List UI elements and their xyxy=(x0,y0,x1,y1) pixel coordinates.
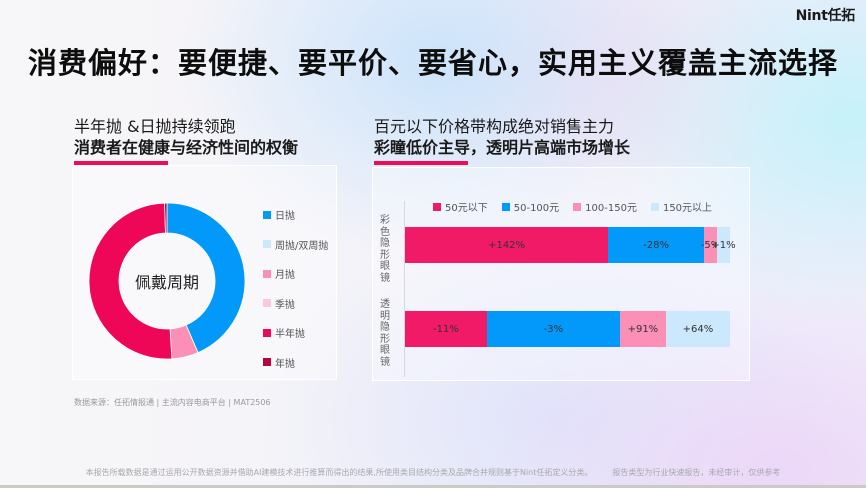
y-axis-line xyxy=(404,201,405,377)
legend-item: 月抛 xyxy=(263,259,328,289)
bar-segment-label: +91% xyxy=(627,323,659,335)
legend-swatch xyxy=(501,202,510,211)
donut-segment xyxy=(166,202,246,354)
left-subheadline: 消费者在健康与经济性间的权衡 xyxy=(74,138,299,157)
legend-label: 周抛/双周抛 xyxy=(275,240,329,252)
data-source-note: 数据来源：任拓情报通 | 主流内容电商平台 | MAT2506 xyxy=(74,398,271,407)
legend-label: 月抛 xyxy=(275,270,295,282)
footer-note: 报告类型为行业快速报告，未经审计，仅供参考 xyxy=(612,468,781,477)
y-label-clear-lens: 透明隐形眼镜 xyxy=(380,299,390,368)
bar-segment: +1% xyxy=(711,227,736,263)
footer: 本报告所载数据是通过运用公开数据资源并借助AI建模技术进行推算而得出的结果,所使… xyxy=(0,467,866,478)
right-section-header: 百元以下价格带构成绝对销售主力 彩瞳低价主导，透明片高端市场增长 xyxy=(374,116,630,165)
bar-segment: +64% xyxy=(665,311,730,347)
legend-item: 周抛/双周抛 xyxy=(263,230,328,260)
legend-item: 季抛 xyxy=(263,289,328,319)
donut-segment xyxy=(164,202,168,234)
donut-segment xyxy=(88,202,173,360)
right-headline: 百元以下价格带构成绝对销售主力 xyxy=(374,117,615,136)
page-title: 消费偏好：要便捷、要平价、要省心，实用主义覆盖主流选择 xyxy=(27,46,838,80)
legend-item: 50-100元 xyxy=(501,199,560,214)
legend-item: 年抛 xyxy=(263,348,328,378)
legend-item: 150元以上 xyxy=(650,199,713,214)
legend-item: 50元以下 xyxy=(433,199,488,214)
legend-label: 半年抛 xyxy=(275,329,305,341)
bar-segment: -11% xyxy=(405,311,487,347)
bar-segment: -28% xyxy=(608,227,704,263)
bar-segment: -5% xyxy=(700,227,721,263)
donut-chart-panel: 佩戴周期 日抛周抛/双周抛 月抛季抛半年抛年抛 xyxy=(72,165,337,380)
y-label-colored-lens: 彩色隐形眼镜 xyxy=(380,215,390,284)
left-accent-bar xyxy=(74,161,168,165)
bar-segment-label: -28% xyxy=(643,239,669,251)
stacked-bar-chart-panel: 50元以下 50-100元 100-150元 150元以上 彩色隐形眼镜 透明隐形眼镜… xyxy=(372,167,750,381)
legend-label: 季抛 xyxy=(275,299,295,311)
legend-swatch xyxy=(263,358,271,367)
bar-segment-label: +1% xyxy=(711,239,736,251)
right-subheadline: 彩瞳低价主导，透明片高端市场增长 xyxy=(374,138,631,157)
bar-segment: -3% xyxy=(486,311,620,347)
bar-legend: 50元以下 50-100元 100-150元 150元以上 xyxy=(433,199,726,214)
brand-logo: Nint任拓 xyxy=(795,8,856,24)
legend-swatch xyxy=(263,269,271,278)
legend-label: 100-150元 xyxy=(585,203,637,214)
legend-label: 50-100元 xyxy=(513,203,560,214)
bar-segment: +91% xyxy=(619,311,666,347)
legend-item: 半年抛 xyxy=(263,318,328,348)
bar-segment-label: +142% xyxy=(488,239,526,251)
donut-chart: 佩戴周期 xyxy=(81,195,253,367)
bar-segment-label: -3% xyxy=(543,323,564,335)
bar-segment: +142% xyxy=(405,227,609,263)
left-section-header: 半年抛 &日抛持续领跑 消费者在健康与经济性间的权衡 xyxy=(74,116,298,165)
donut-legend: 日抛周抛/双周抛 月抛季抛半年抛年抛 xyxy=(263,200,328,377)
legend-swatch xyxy=(573,202,582,211)
footer-disclaimer: 本报告所载数据是通过运用公开数据资源并借助AI建模技术进行推算而得出的结果,所使… xyxy=(85,468,593,477)
bar-clear-lens: -11% -3% +91% +64% xyxy=(405,311,730,347)
legend-swatch xyxy=(263,299,271,308)
legend-label: 50元以下 xyxy=(445,203,488,214)
legend-item: 日抛 xyxy=(263,200,328,230)
bar-segment-label: -5% xyxy=(700,239,721,251)
legend-item: 100-150元 xyxy=(573,199,637,214)
right-accent-bar xyxy=(374,161,468,165)
bar-segment-label: +64% xyxy=(682,323,714,335)
legend-swatch xyxy=(263,328,271,337)
legend-label: 年抛 xyxy=(275,358,295,370)
bar-colored-lens: +142% -28% -5% +1% xyxy=(405,227,736,263)
legend-swatch xyxy=(263,210,271,219)
legend-swatch xyxy=(650,202,659,211)
legend-swatch xyxy=(263,240,271,249)
left-headline: 半年抛 &日抛持续领跑 xyxy=(74,117,236,136)
donut-center-label: 佩戴周期 xyxy=(134,273,199,292)
bar-segment-label: -11% xyxy=(433,323,459,335)
legend-swatch xyxy=(433,202,441,211)
legend-label: 日抛 xyxy=(275,211,295,223)
legend-label: 150元以上 xyxy=(662,203,713,214)
donut-chart-svg xyxy=(88,202,246,360)
